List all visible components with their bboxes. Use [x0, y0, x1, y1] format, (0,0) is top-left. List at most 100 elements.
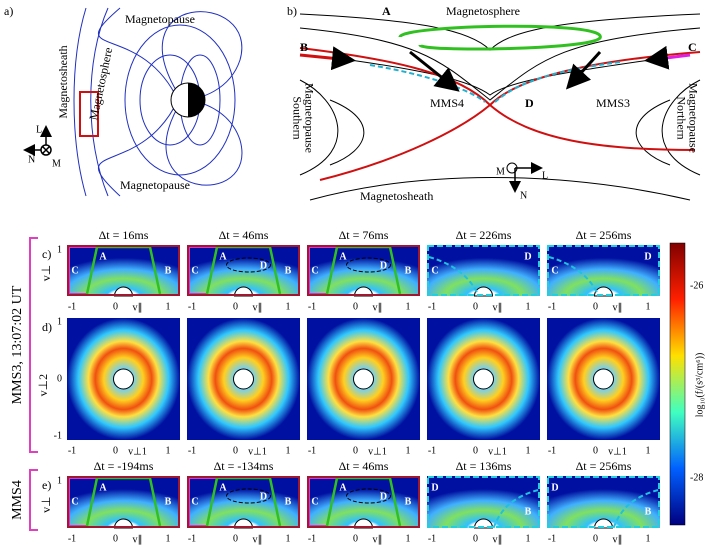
x-tick-label: 0	[593, 445, 598, 456]
region-d	[226, 488, 271, 504]
panel-title: Δt = 76ms	[339, 228, 389, 242]
y-tick-label: -1	[54, 430, 62, 441]
frame	[427, 476, 540, 528]
mask	[473, 368, 494, 390]
x-tick-label: -1	[428, 445, 436, 456]
x-tick-label: -1	[548, 445, 556, 456]
region-letter: A	[99, 251, 107, 262]
label: Magnetopause	[302, 83, 316, 153]
label: Southern	[290, 96, 304, 139]
label: L	[36, 124, 42, 135]
label: Magnetosheath	[360, 189, 433, 203]
region-letter: A	[99, 482, 107, 493]
x-tick-label: 0	[353, 445, 358, 456]
label: b)	[287, 4, 297, 18]
region-letter: A	[339, 251, 347, 262]
x-tick-label: -1	[68, 301, 76, 312]
region-letter: D	[551, 482, 558, 493]
point: C	[688, 40, 697, 54]
x-tick-label: 0	[473, 445, 478, 456]
y-label: v⊥	[39, 265, 53, 281]
group-label: MMS3, 13:07:02 UT	[10, 285, 25, 404]
region-letter: C	[311, 265, 318, 276]
region-letter: B	[525, 506, 532, 517]
label: N	[520, 190, 527, 201]
x-tick-label: 0	[353, 533, 358, 544]
x-tick-label: -1	[428, 301, 436, 312]
region-letter: B	[405, 496, 412, 507]
point: B	[300, 40, 308, 54]
panel-a	[73, 7, 243, 197]
x-tick-label: 1	[166, 445, 171, 456]
label: Northern	[674, 96, 688, 139]
colorbar-label: log₁₀(f/(s³/cm⁶))	[694, 353, 705, 418]
colorbar-tick: -26	[690, 280, 703, 291]
region-letter: D	[524, 251, 531, 262]
x-label: v∥	[493, 534, 503, 545]
panel-title: Δt = 136ms	[456, 459, 512, 473]
x-tick-label: 1	[526, 445, 531, 456]
x-tick-label: 1	[286, 301, 291, 312]
x-tick-label: 1	[646, 533, 651, 544]
x-tick-label: -1	[308, 301, 316, 312]
point: A	[382, 4, 391, 18]
label: Magnetopause	[686, 83, 700, 153]
frame	[67, 245, 180, 296]
x-tick-label: 0	[233, 301, 238, 312]
label: Magnetosphere	[446, 4, 520, 18]
x-tick-label: -1	[548, 533, 556, 544]
x-tick-label: -1	[188, 301, 196, 312]
panel-title: Δt = -134ms	[214, 459, 274, 473]
region-letter: B	[165, 265, 172, 276]
region-letter: D	[431, 482, 438, 493]
x-label: v∥	[613, 534, 623, 545]
label: Magnetopause	[120, 178, 190, 192]
x-label: v∥	[133, 534, 143, 545]
x-label: v∥	[253, 302, 263, 313]
x-tick-label: 1	[526, 301, 531, 312]
x-label: v⊥1	[488, 446, 507, 457]
y-tick-label: 0	[57, 373, 62, 384]
mask	[593, 368, 614, 390]
earth-night	[188, 83, 205, 117]
panel-title: Δt = 226ms	[456, 228, 512, 242]
label: Magnetosphere	[86, 46, 115, 121]
row-label: d)	[42, 320, 52, 334]
region-letter: D	[260, 491, 267, 502]
region-d	[226, 257, 271, 273]
region-letter: C	[431, 265, 438, 276]
label: MMS3	[596, 96, 630, 110]
x-tick-label: 0	[113, 445, 118, 456]
x-tick-label: 0	[113, 533, 118, 544]
x-tick-label: 0	[473, 533, 478, 544]
y-label: v⊥2	[36, 374, 50, 396]
x-tick-label: 0	[353, 301, 358, 312]
region-letter: C	[191, 265, 198, 276]
x-tick-label: 0	[113, 301, 118, 312]
colorbar	[669, 242, 686, 526]
mask	[473, 286, 494, 297]
x-tick-label: 1	[166, 301, 171, 312]
x-tick-label: -1	[188, 445, 196, 456]
x-tick-label: 1	[166, 533, 171, 544]
region-letter: C	[71, 265, 78, 276]
label: Magnetopause	[125, 12, 195, 26]
x-tick-label: 1	[646, 445, 651, 456]
x-tick-label: 0	[593, 301, 598, 312]
region-letter: A	[219, 251, 227, 262]
y-tick-label: 1	[57, 316, 62, 327]
x-tick-label: 1	[286, 533, 291, 544]
separatrix	[548, 256, 600, 297]
region-letter: B	[285, 496, 292, 507]
x-tick-label: -1	[548, 301, 556, 312]
region-letter: C	[191, 496, 198, 507]
label: Magnetosheath	[56, 45, 70, 118]
region-letter: B	[165, 496, 172, 507]
label: L	[542, 170, 548, 181]
x-tick-label: 0	[233, 533, 238, 544]
region-d	[346, 257, 391, 273]
x-tick-label: 1	[406, 445, 411, 456]
label: N	[28, 154, 35, 165]
x-label: v∥	[133, 302, 143, 313]
frame	[187, 245, 300, 296]
